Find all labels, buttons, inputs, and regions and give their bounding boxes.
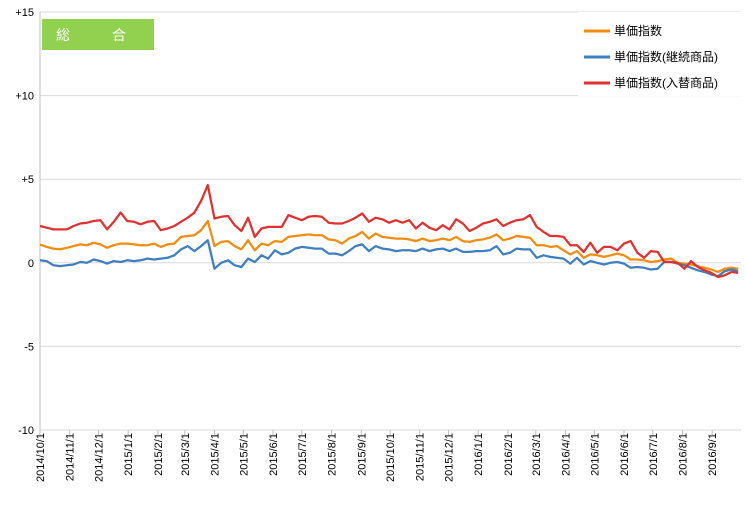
y-tick-label: +5 (21, 174, 34, 186)
x-tick-label: 2015/3/1 (180, 433, 192, 476)
series-line-3 (39, 183, 739, 279)
legend-entry: 単価指数 (614, 23, 662, 38)
x-tick-label: 2015/5/1 (238, 433, 250, 476)
y-tick-label: -5 (24, 341, 34, 353)
y-tick-label: +15 (15, 7, 34, 19)
x-tick-label: 2015/2/1 (153, 433, 165, 476)
x-tick-label: 2016/3/1 (531, 433, 543, 476)
x-tick-label: 2016/5/1 (589, 433, 601, 476)
legend-entry: 単価指数(入替商品) (614, 75, 718, 90)
legend-entry: 単価指数(継続商品) (614, 49, 718, 64)
x-tick-label: 2016/6/1 (619, 433, 631, 476)
x-tick-label: 2015/4/1 (210, 433, 222, 476)
x-tick-label: 2015/10/1 (385, 433, 397, 482)
series-lines (39, 183, 739, 279)
category-badge: 総 合 (42, 19, 154, 50)
x-tick-label: 2016/2/1 (503, 433, 515, 476)
x-tick-label: 2016/1/1 (473, 433, 485, 476)
x-tick-label: 2016/7/1 (648, 433, 660, 476)
x-tick-label: 2015/6/1 (268, 433, 280, 476)
y-axis-ticks: +15 +10 +5 0 -5 -10 (15, 7, 34, 437)
x-tick-label: 2014/11/1 (65, 433, 77, 481)
x-tick-label: 2015/7/1 (297, 433, 309, 476)
x-tick-label: 2015/11/1 (415, 433, 427, 481)
y-tick-label: +10 (15, 91, 34, 103)
series-line-2 (39, 239, 739, 278)
x-tick-label: 2015/12/1 (444, 433, 456, 482)
x-tick-label: 2016/9/1 (707, 433, 719, 476)
x-tick-label: 2016/8/1 (678, 433, 690, 476)
x-tick-label: 2014/12/1 (93, 433, 105, 482)
x-tick-label: 2015/8/1 (327, 433, 339, 476)
series-line-1 (39, 219, 739, 274)
x-tick-label: 2014/10/1 (35, 433, 47, 482)
x-tick-label: 2016/4/1 (561, 433, 573, 476)
y-tick-label: -10 (18, 425, 34, 437)
x-tick-label: 2015/9/1 (356, 433, 368, 476)
badge-label: 総 合 (56, 27, 140, 43)
x-axis: 2014/10/1 2014/11/1 2014/12/1 2015/1/1 2015/… (35, 12, 719, 482)
x-tick-label: 2015/1/1 (123, 433, 135, 476)
badge-background (42, 19, 154, 50)
y-tick-label: 0 (28, 258, 34, 270)
